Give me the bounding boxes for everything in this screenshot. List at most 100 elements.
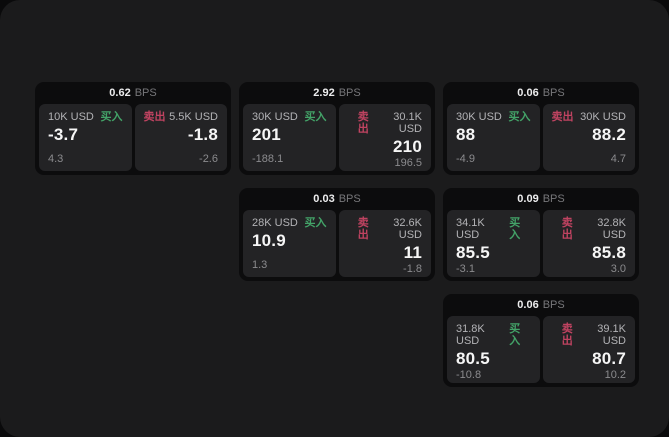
sell-delta: 3.0 <box>610 262 626 275</box>
buy-panel[interactable]: 30K USD 买入 201 -188.1 <box>243 104 336 171</box>
buy-panel[interactable]: 31.8K USD 买入 80.5 -10.8 <box>447 316 540 383</box>
buy-panel[interactable]: 10K USD 买入 -3.7 4.3 <box>39 104 132 171</box>
bps-value: 0.06 <box>517 86 539 99</box>
buy-side-label: 买入 <box>509 217 521 242</box>
sell-delta: -1.8 <box>403 262 422 275</box>
sell-delta: 4.7 <box>610 152 626 165</box>
buy-panel[interactable]: 34.1K USD 买入 85.5 -3.1 <box>447 210 540 277</box>
buy-panel[interactable]: 30K USD 买入 88 -4.9 <box>447 104 540 171</box>
sell-panel[interactable]: 卖出 5.5K USD -1.8 -2.6 <box>134 104 227 171</box>
buy-panel-header: 34.1K USD 买入 <box>456 217 531 241</box>
buy-notional: 30K USD <box>456 111 502 123</box>
buy-price: -3.7 <box>48 125 79 145</box>
buy-delta: 1.3 <box>252 258 268 271</box>
buy-notional: 31.8K USD <box>456 323 485 348</box>
sell-notional: 30K USD <box>580 111 626 123</box>
card-header: 0.06 BPS <box>447 294 635 316</box>
sell-panel-header: 卖出 39.1K USD <box>552 323 626 348</box>
card-header: 0.06 BPS <box>447 82 635 104</box>
card-body: 30K USD 买入 88 -4.9 卖出 30K USD 88.2 4.7 <box>447 104 635 171</box>
sell-price: 85.8 <box>592 243 626 263</box>
buy-price: 201 <box>252 125 281 145</box>
buy-side-label: 买入 <box>100 111 123 123</box>
bps-value: 0.62 <box>109 86 131 99</box>
buy-panel-header: 30K USD 买入 <box>252 111 327 123</box>
sell-side-label: 卖出 <box>561 323 573 348</box>
buy-price: 88 <box>456 125 476 145</box>
buy-side-label: 买入 <box>304 217 327 229</box>
bps-unit-label: BPS <box>338 192 361 205</box>
quote-card: 0.62 BPS 10K USD 买入 -3.7 4.3 卖出 5.5K USD… <box>35 82 231 175</box>
bps-unit-label: BPS <box>542 86 565 99</box>
buy-panel-header: 31.8K USD 买入 <box>456 323 531 347</box>
sell-panel[interactable]: 卖出 32.8K USD 85.8 3.0 <box>542 210 635 277</box>
sell-panel[interactable]: 卖出 30K USD 88.2 4.7 <box>542 104 635 171</box>
sell-price: 210 <box>393 137 422 157</box>
card-body: 34.1K USD 买入 85.5 -3.1 卖出 32.8K USD 85.8… <box>447 210 635 277</box>
bps-value: 0.03 <box>313 192 335 205</box>
buy-panel-header: 28K USD 买入 <box>252 217 327 229</box>
buy-delta: -188.1 <box>252 152 284 165</box>
card-body: 28K USD 买入 10.9 1.3 卖出 32.6K USD 11 -1.8 <box>243 210 431 277</box>
card-header: 0.03 BPS <box>243 188 431 210</box>
sell-price: 80.7 <box>592 349 626 369</box>
bps-value: 2.92 <box>313 86 335 99</box>
sell-delta: 10.2 <box>604 368 626 381</box>
buy-notional: 30K USD <box>252 111 298 123</box>
quote-grid: 0.62 BPS 10K USD 买入 -3.7 4.3 卖出 5.5K USD… <box>35 82 639 387</box>
sell-notional: 32.6K USD <box>393 217 422 242</box>
card-body: 10K USD 买入 -3.7 4.3 卖出 5.5K USD -1.8 -2.… <box>39 104 227 171</box>
quote-card: 0.06 BPS 30K USD 买入 88 -4.9 卖出 30K USD 8… <box>443 82 639 175</box>
sell-panel-header: 卖出 30K USD <box>552 111 627 123</box>
sell-notional: 30.1K USD <box>393 111 422 136</box>
sell-panel[interactable]: 卖出 32.6K USD 11 -1.8 <box>338 210 431 277</box>
sell-side-label: 卖出 <box>561 217 573 242</box>
buy-delta: 4.3 <box>48 152 64 165</box>
sell-panel-header: 卖出 5.5K USD <box>144 111 219 123</box>
bps-unit-label: BPS <box>338 86 361 99</box>
buy-price: 10.9 <box>252 231 286 251</box>
bps-unit-label: BPS <box>134 86 157 99</box>
sell-delta: -2.6 <box>199 152 218 165</box>
card-header: 2.92 BPS <box>243 82 431 104</box>
sell-price: 11 <box>403 243 422 263</box>
card-header: 0.62 BPS <box>39 82 227 104</box>
card-body: 31.8K USD 买入 80.5 -10.8 卖出 39.1K USD 80.… <box>447 316 635 383</box>
bps-unit-label: BPS <box>542 298 565 311</box>
buy-notional: 10K USD <box>48 111 94 123</box>
buy-side-label: 买入 <box>509 323 521 348</box>
buy-panel-header: 10K USD 买入 <box>48 111 123 123</box>
bps-value: 0.09 <box>517 192 539 205</box>
sell-panel[interactable]: 卖出 30.1K USD 210 196.5 <box>338 104 431 171</box>
bps-unit-label: BPS <box>542 192 565 205</box>
sell-side-label: 卖出 <box>551 111 574 123</box>
sell-notional: 5.5K USD <box>169 111 218 123</box>
card-body: 30K USD 买入 201 -188.1 卖出 30.1K USD 210 1… <box>243 104 431 171</box>
buy-delta: -3.1 <box>456 262 475 275</box>
quote-card: 0.06 BPS 31.8K USD 买入 80.5 -10.8 卖出 39.1… <box>443 294 639 387</box>
sell-side-label: 卖出 <box>357 111 369 136</box>
sell-delta: 196.5 <box>394 156 422 169</box>
sell-side-label: 卖出 <box>357 217 369 242</box>
buy-side-label: 买入 <box>508 111 531 123</box>
sell-notional: 39.1K USD <box>597 323 626 348</box>
buy-panel[interactable]: 28K USD 买入 10.9 1.3 <box>243 210 336 277</box>
buy-price: 85.5 <box>456 243 490 263</box>
sell-side-label: 卖出 <box>143 111 166 123</box>
card-header: 0.09 BPS <box>447 188 635 210</box>
sell-notional: 32.8K USD <box>597 217 626 242</box>
quote-card: 0.03 BPS 28K USD 买入 10.9 1.3 卖出 32.6K US… <box>239 188 435 281</box>
quote-card: 0.09 BPS 34.1K USD 买入 85.5 -3.1 卖出 32.8K… <box>443 188 639 281</box>
buy-delta: -4.9 <box>456 152 475 165</box>
buy-side-label: 买入 <box>304 111 327 123</box>
sell-price: 88.2 <box>592 125 626 145</box>
sell-panel-header: 卖出 32.8K USD <box>552 217 626 242</box>
buy-price: 80.5 <box>456 349 490 369</box>
quote-card: 2.92 BPS 30K USD 买入 201 -188.1 卖出 30.1K … <box>239 82 435 175</box>
buy-notional: 34.1K USD <box>456 217 485 242</box>
sell-panel-header: 卖出 32.6K USD <box>348 217 422 242</box>
sell-price: -1.8 <box>187 125 218 145</box>
bps-value: 0.06 <box>517 298 539 311</box>
sell-panel[interactable]: 卖出 39.1K USD 80.7 10.2 <box>542 316 635 383</box>
